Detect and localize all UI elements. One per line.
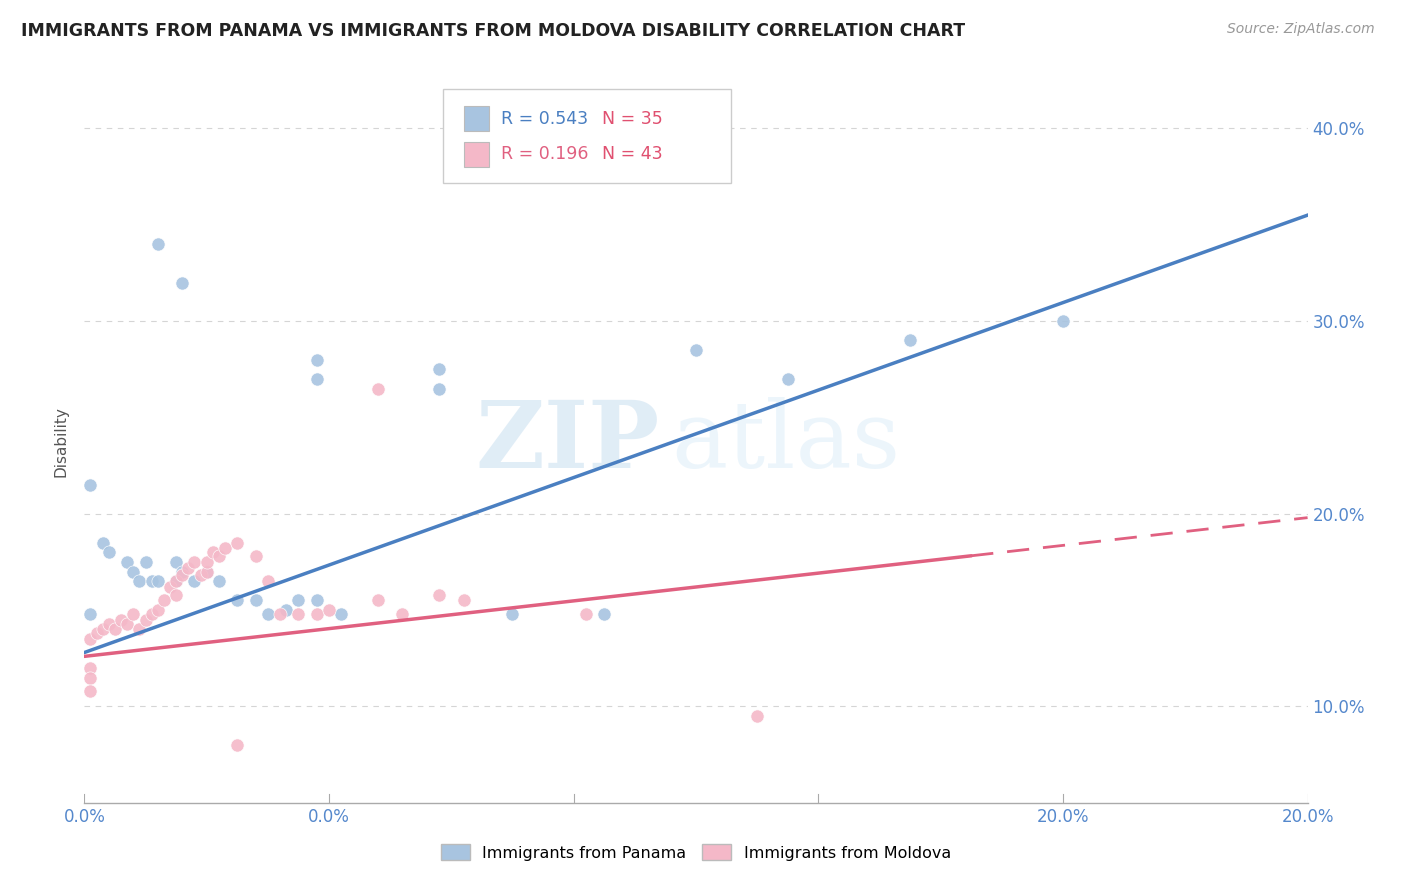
Point [159,580,181,594]
Point [391,607,413,621]
Point [128,574,150,589]
Point [190,568,212,582]
Point [427,588,450,602]
Legend: Immigrants from Panama, Immigrants from Moldova: Immigrants from Panama, Immigrants from … [434,838,957,867]
Point [79,478,101,492]
Point [287,593,309,607]
Text: atlas: atlas [672,397,901,486]
Point [367,382,389,396]
Point [898,334,921,348]
Text: N = 43: N = 43 [602,145,662,163]
Point [245,593,267,607]
Text: R = 0.196: R = 0.196 [501,145,588,163]
Point [141,607,163,621]
Point [305,593,328,607]
Point [172,276,194,290]
Point [165,588,187,602]
Text: Source: ZipAtlas.com: Source: ZipAtlas.com [1227,22,1375,37]
Point [146,237,169,252]
Point [195,565,218,579]
Point [330,607,353,621]
Point [305,352,328,367]
Point [91,535,114,549]
Point [172,568,194,582]
Point [183,574,205,589]
Point [575,607,598,621]
Point [226,593,249,607]
Y-axis label: Disability: Disability [53,406,69,477]
Point [79,607,101,621]
Point [115,616,138,631]
Point [1052,314,1074,328]
Point [135,613,157,627]
Point [502,607,524,621]
Point [427,362,450,376]
Point [97,545,120,559]
Point [141,574,163,589]
Point [276,603,298,617]
Point [305,372,328,386]
Point [110,613,132,627]
Text: ZIP: ZIP [475,397,659,486]
Point [115,555,138,569]
Point [195,565,218,579]
Point [165,574,187,589]
Text: IMMIGRANTS FROM PANAMA VS IMMIGRANTS FROM MOLDOVA DISABILITY CORRELATION CHART: IMMIGRANTS FROM PANAMA VS IMMIGRANTS FRO… [21,22,965,40]
Point [91,623,114,637]
Point [208,549,231,564]
Point [79,684,101,698]
Point [747,709,769,723]
Point [201,545,224,559]
Point [226,535,249,549]
Point [165,555,187,569]
Point [367,593,389,607]
Point [146,574,169,589]
Point [214,541,236,556]
Point [104,623,127,637]
Point [79,671,101,685]
Point [146,603,169,617]
Point [208,574,231,589]
Point [776,372,799,386]
Point [269,607,291,621]
Point [128,623,150,637]
Point [79,632,101,646]
Point [427,382,450,396]
Point [172,565,194,579]
Point [122,565,145,579]
Point [453,593,475,607]
Point [318,603,340,617]
Point [593,607,616,621]
Point [226,738,249,752]
Point [135,555,157,569]
Point [287,607,309,621]
Text: N = 35: N = 35 [602,110,662,128]
Point [183,555,205,569]
Point [122,607,145,621]
Point [79,661,101,675]
Point [245,549,267,564]
Point [257,574,280,589]
Point [165,574,187,589]
Point [195,555,218,569]
Text: R = 0.543: R = 0.543 [501,110,588,128]
Point [257,607,280,621]
Point [685,343,707,357]
Point [305,607,328,621]
Point [97,616,120,631]
Point [177,560,200,574]
Point [86,626,108,640]
Point [153,593,176,607]
